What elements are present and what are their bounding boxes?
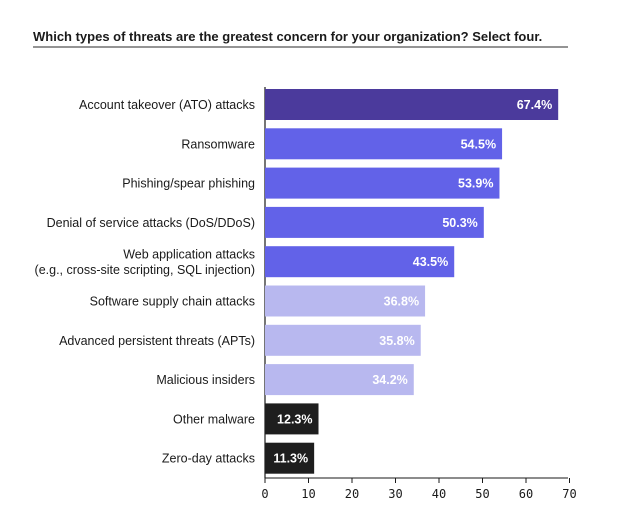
value-label-0: 67.4% — [517, 98, 552, 112]
category-label-6: Advanced persistent threats (APTs) — [59, 334, 255, 348]
bar-0 — [265, 89, 559, 120]
x-tick-label-2: 20 — [345, 487, 359, 501]
category-label-0: Account takeover (ATO) attacks — [79, 98, 255, 112]
category-label-9: Zero-day attacks — [162, 452, 255, 466]
category-label-8: Other malware — [173, 412, 255, 426]
bar-8 — [265, 403, 319, 435]
x-axis-ticks: 0 10 20 30 40 50 60 70 — [261, 478, 577, 501]
bar-2 — [265, 167, 500, 199]
category-label-4-line-1: (e.g., cross-site scripting, SQL injecti… — [35, 263, 255, 277]
value-label-6: 35.8% — [379, 334, 414, 348]
value-label-5: 36.8% — [384, 295, 419, 309]
bar-6 — [265, 324, 421, 356]
category-label-1: Ransomware — [181, 137, 255, 151]
category-label-4-line-0: Web application attacks — [123, 247, 255, 261]
value-label-3: 50.3% — [442, 216, 477, 230]
value-label-7: 34.2% — [372, 373, 407, 387]
value-label-8: 12.3% — [277, 412, 312, 426]
category-label-2: Phishing/spear phishing — [122, 177, 255, 191]
value-label-2: 53.9% — [458, 177, 493, 191]
bar-7 — [265, 364, 414, 396]
value-label-1: 54.5% — [461, 137, 496, 151]
category-label-7: Malicious insiders — [156, 373, 255, 387]
x-tick-label-5: 50 — [475, 487, 489, 501]
bar-3 — [265, 206, 484, 238]
value-label-4: 43.5% — [413, 255, 448, 269]
category-label-5: Software supply chain attacks — [90, 295, 255, 309]
category-label-3: Denial of service attacks (DoS/DDoS) — [47, 216, 255, 230]
bars-group: 67.4% Account takeover (ATO) attacks 54.5%… — [35, 89, 559, 474]
bar-4 — [265, 246, 455, 278]
x-tick-label-7: 70 — [562, 487, 576, 501]
x-tick-label-4: 40 — [432, 487, 446, 501]
x-tick-label-1: 10 — [301, 487, 315, 501]
x-tick-label-0: 0 — [261, 487, 268, 501]
bar-5 — [265, 285, 426, 317]
chart-title: Which types of threats are the greatest … — [33, 29, 542, 44]
x-tick-label-3: 30 — [388, 487, 402, 501]
bar-1 — [265, 128, 503, 160]
x-tick-label-6: 60 — [519, 487, 533, 501]
bar-9 — [265, 442, 315, 474]
value-label-9: 11.3% — [273, 452, 308, 466]
